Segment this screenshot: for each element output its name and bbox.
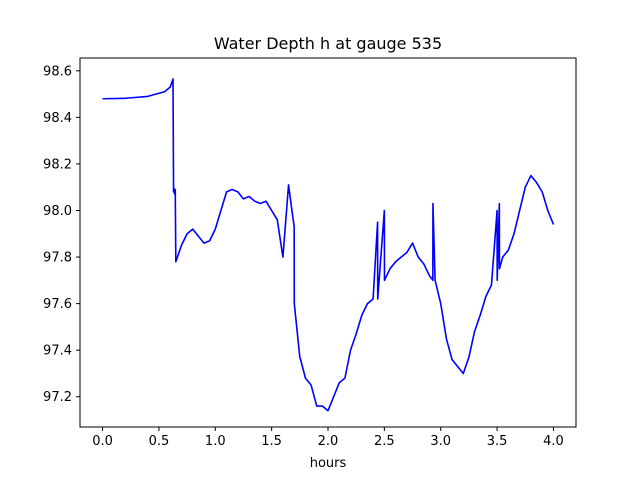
x-axis: 0.0 0.5 1.0 1.5 2.0 2.5 3.0 3.5 4.0 (92, 427, 564, 449)
y-tick-label: 97.8 (43, 251, 72, 266)
x-axis-label: hours (310, 456, 347, 471)
x-tick-label: 4.0 (543, 434, 564, 449)
y-tick-label: 98.6 (43, 64, 72, 79)
y-tick-label: 98.2 (43, 157, 72, 172)
x-tick-label: 3.5 (487, 434, 508, 449)
y-axis: 97.2 97.4 97.6 97.8 98.0 98.2 98.4 98.6 (43, 64, 80, 405)
x-tick-label: 1.0 (205, 434, 226, 449)
x-tick-label: 2.5 (374, 434, 395, 449)
x-tick-label: 1.5 (261, 434, 282, 449)
x-tick-label: 2.0 (318, 434, 339, 449)
plot-area (102, 78, 555, 412)
chart-title: Water Depth h at gauge 535 (214, 34, 442, 53)
series-line-0 (102, 78, 555, 412)
y-tick-label: 98.0 (43, 204, 72, 219)
y-tick-label: 97.4 (43, 344, 72, 359)
x-tick-label: 0.5 (149, 434, 170, 449)
x-tick-label: 3.0 (430, 434, 451, 449)
y-tick-label: 98.4 (43, 111, 72, 126)
y-tick-label: 97.6 (43, 297, 72, 312)
y-tick-label: 97.2 (43, 390, 72, 405)
x-tick-label: 0.0 (92, 434, 113, 449)
